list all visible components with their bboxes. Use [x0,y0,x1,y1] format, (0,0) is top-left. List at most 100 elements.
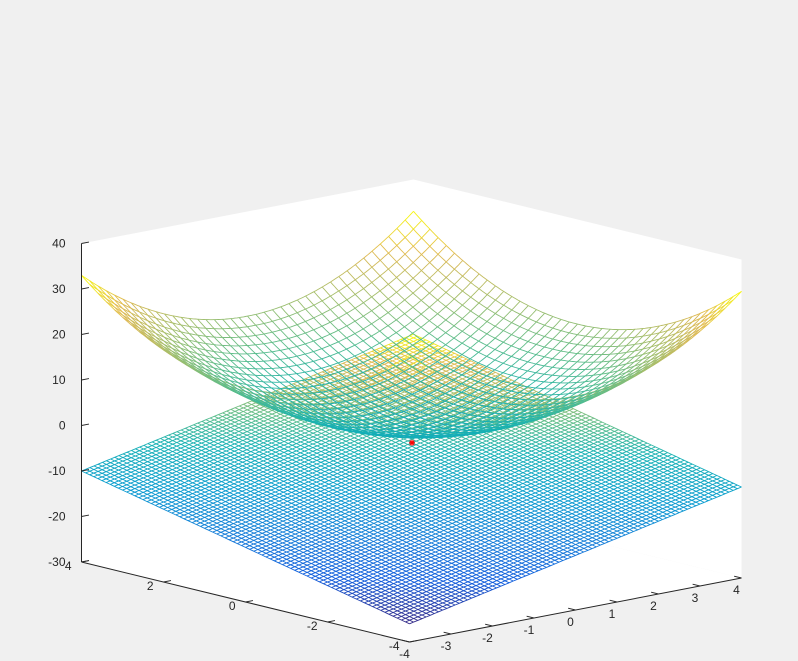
plane-mesh-segment [188,494,193,498]
plane-mesh-segment [302,573,308,577]
plane-mesh-segment [228,539,234,543]
plane-mesh-segment [385,579,390,583]
plane-mesh-segment [159,485,164,488]
plane-mesh-segment [323,568,328,572]
plane-mesh-segment [323,554,329,558]
plane-mesh-segment [290,528,296,531]
plane-mesh-segment [262,518,267,522]
plane-mesh-segment [155,465,161,468]
plane-mesh-segment [377,568,382,572]
plane-mesh-segment [372,584,378,588]
plane-mesh-segment [258,509,263,513]
plane-mesh-segment [278,536,283,540]
plane-mesh-segment [196,498,201,502]
plane-mesh-segment [315,561,320,565]
plane-mesh-segment [307,546,312,550]
plane-mesh-segment [147,468,152,472]
plane-mesh-segment [405,617,410,621]
plane-mesh-segment [306,571,312,575]
plane-mesh-segment [171,508,176,512]
plane-mesh-segment [364,598,369,602]
plane-mesh-segment [262,522,267,525]
plane-mesh-segment [344,549,349,553]
plane-mesh-segment [139,461,144,464]
plane-mesh-segment [302,570,308,573]
plane-mesh-segment [163,468,169,472]
plane-mesh-segment [212,531,217,535]
plane-mesh-segment [315,550,320,554]
plane-mesh-segment [101,480,107,483]
plane-mesh-segment [172,476,177,480]
plane-mesh-segment [327,574,332,578]
plane-mesh-segment [146,501,152,504]
plane-mesh-segment [184,496,189,500]
plane-mesh-segment [319,581,324,585]
plane-mesh-segment [241,545,246,548]
plane-mesh-segment [397,588,402,592]
plane-mesh-segment [376,582,382,586]
plane-mesh-segment [397,585,402,588]
plane-mesh-segment [118,473,123,477]
plane-mesh-segment [217,497,222,501]
plane-mesh-segment [93,472,99,476]
plane-mesh-segment [155,479,160,483]
plane-mesh-segment [122,471,127,475]
plane-mesh-segment [274,556,279,560]
plane-mesh-segment [323,547,329,550]
plane-mesh-segment [397,617,402,621]
plane-mesh-segment [85,472,90,476]
plane-mesh-segment [352,589,357,593]
plane-mesh-segment [196,502,201,506]
plane-mesh-segment [401,586,407,590]
plane-mesh-segment [282,546,287,549]
plane-mesh-segment [253,536,259,540]
plane-mesh-segment [138,497,144,501]
plane-mesh-segment [343,581,349,585]
plane-mesh-segment [175,499,181,503]
plane-mesh-segment [131,457,136,461]
plane-mesh-segment [319,566,324,570]
plane-mesh-segment [413,592,419,596]
plane-mesh-segment [286,558,291,562]
plane-mesh-segment [413,585,419,589]
plane-mesh-segment [372,598,377,602]
plane-mesh-segment [360,585,365,589]
plane-mesh-segment [409,598,415,601]
plane-mesh-segment [372,580,378,584]
plane-mesh-segment [93,465,99,469]
plane-mesh-segment [184,489,189,493]
plane-mesh-segment [163,479,169,483]
plane-mesh-segment [192,514,197,518]
plane-mesh-segment [114,482,119,486]
plane-mesh-segment [175,503,181,507]
plane-mesh-segment [175,496,181,500]
plane-mesh-segment [295,533,300,537]
plane-mesh-segment [274,560,279,564]
plane-mesh-segment [393,572,398,576]
plane-mesh-segment [114,478,119,482]
plane-mesh-segment [303,544,308,548]
plane-mesh-segment [282,564,287,567]
plane-mesh-segment [184,500,189,504]
plane-mesh-segment [179,505,185,509]
plane-mesh-segment [208,526,213,529]
plane-mesh-segment [274,516,280,520]
plane-mesh-segment [274,542,279,546]
plane-mesh-segment [163,487,169,490]
plane-mesh-segment [298,560,304,564]
plane-mesh-segment [262,525,267,529]
plane-mesh-segment [89,467,95,470]
plane-mesh-segment [397,599,402,603]
plane-mesh-segment [237,528,242,532]
plane-mesh-segment [274,553,279,556]
plane-mesh-segment [426,591,431,594]
plane-mesh-segment [344,556,349,560]
plane-mesh-segment [348,569,353,573]
plane-mesh-segment [377,571,382,575]
plane-mesh-segment [139,471,144,475]
plane-mesh-segment [356,598,361,602]
plane-mesh-segment [310,577,316,581]
plane-mesh-segment [138,493,144,497]
plane-mesh-segment [209,486,214,490]
plane-mesh-segment [212,499,218,502]
